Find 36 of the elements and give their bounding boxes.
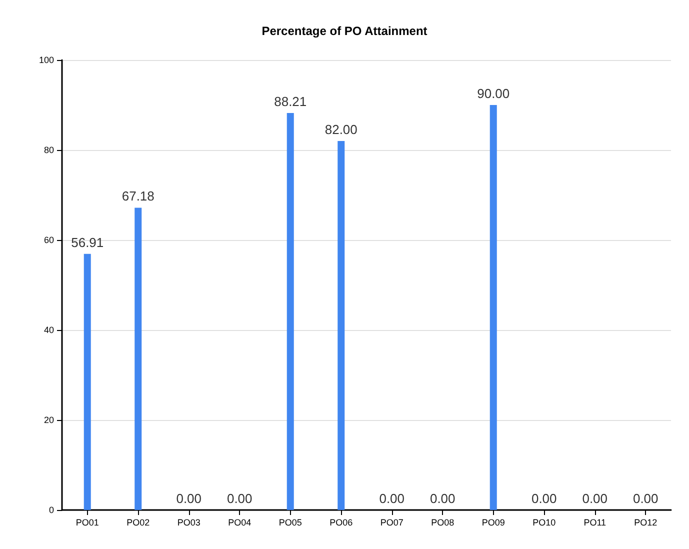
data-label: 82.00 xyxy=(324,122,358,137)
bar xyxy=(134,208,142,510)
y-tick-label: 0 xyxy=(48,505,54,515)
bar xyxy=(286,113,294,510)
x-tick-label: PO02 xyxy=(126,518,150,528)
data-label: 0.00 xyxy=(226,491,252,506)
x-tick-label: PO01 xyxy=(76,518,99,528)
x-tick-label: PO07 xyxy=(380,518,404,528)
data-label: 0.00 xyxy=(531,491,557,506)
y-tick-label: 60 xyxy=(44,235,54,245)
x-tick-label: PO05 xyxy=(278,518,302,528)
y-tick-label: 80 xyxy=(44,145,54,155)
x-tick-label: PO10 xyxy=(532,518,556,528)
data-label: 67.18 xyxy=(122,188,154,204)
y-tick-label: 100 xyxy=(38,55,54,65)
x-tick-label: PO11 xyxy=(584,518,606,528)
x-tick-label: PO08 xyxy=(431,518,454,528)
x-tick-label: PO04 xyxy=(228,518,252,528)
data-label: 0.00 xyxy=(176,491,202,506)
y-tick-label: 40 xyxy=(44,325,54,335)
x-tick-label: PO06 xyxy=(330,518,353,528)
data-label: 0.00 xyxy=(379,491,405,506)
data-label: 56.91 xyxy=(71,234,104,250)
x-tick-label: PO12 xyxy=(634,518,658,528)
chart-title: Percentage of PO Attainment xyxy=(262,24,428,38)
data-label: 0.00 xyxy=(582,491,608,506)
data-label: 0.00 xyxy=(632,491,658,506)
data-label: 0.00 xyxy=(430,491,456,506)
data-label: 88.21 xyxy=(274,94,307,110)
bar xyxy=(84,254,91,510)
x-tick-label: PO03 xyxy=(177,518,200,528)
data-label: 90.00 xyxy=(477,86,510,101)
bar xyxy=(338,141,345,510)
y-tick-label: 20 xyxy=(44,415,54,425)
bar xyxy=(490,105,497,510)
x-tick-label: PO09 xyxy=(482,518,505,528)
